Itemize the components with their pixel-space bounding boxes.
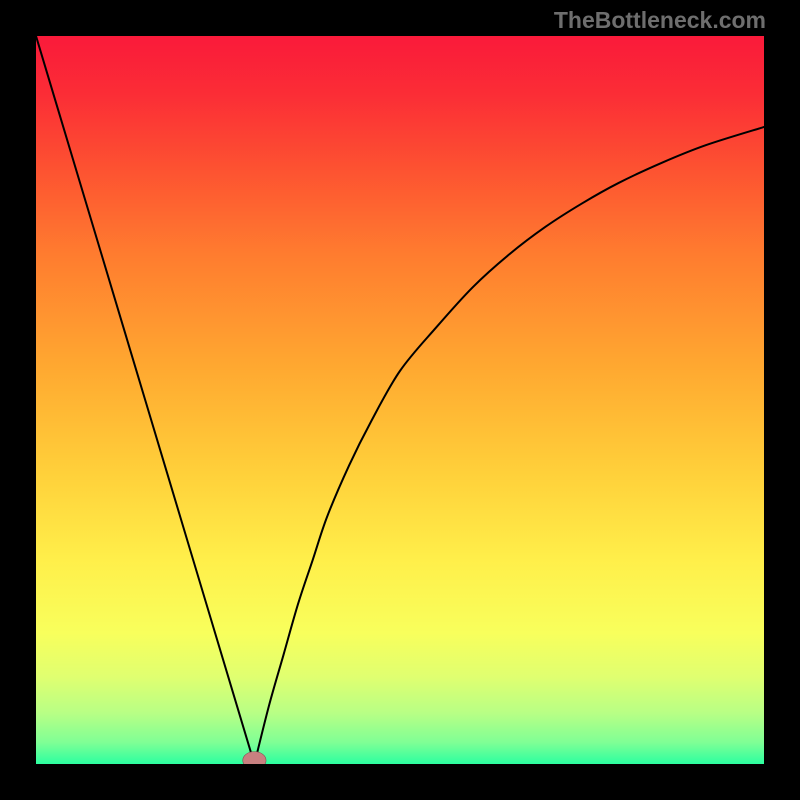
watermark-text: TheBottleneck.com <box>554 7 766 34</box>
bottleneck-chart <box>36 36 764 764</box>
chart-frame: TheBottleneck.com <box>0 0 800 800</box>
